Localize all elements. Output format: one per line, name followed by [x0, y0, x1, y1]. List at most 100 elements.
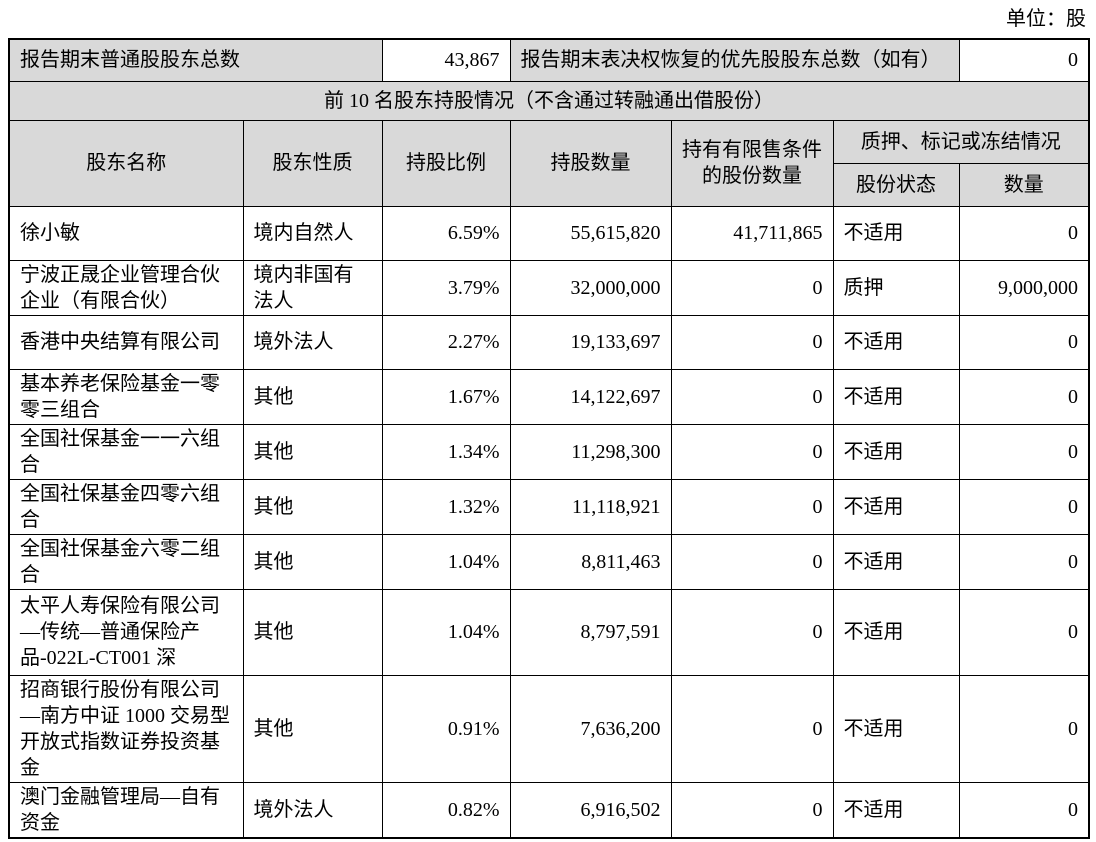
- table-row: 全国社保基金六零二组合 其他 1.04% 8,811,463 0 不适用 0: [8, 533, 1090, 590]
- cell-shares-held: 6,916,502: [509, 781, 672, 838]
- cell-holding-ratio: 0.82%: [381, 781, 511, 838]
- cell-holding-ratio: 6.59%: [381, 205, 511, 261]
- cell-holding-ratio: 1.04%: [381, 588, 511, 676]
- table-row: 基本养老保险基金一零零三组合 其他 1.67% 14,122,697 0 不适用…: [8, 368, 1090, 425]
- cell-share-status: 不适用: [832, 533, 960, 590]
- cell-shareholder-nature: 其他: [242, 368, 383, 425]
- cell-restricted-shares: 0: [670, 674, 834, 783]
- cell-shares-held: 8,797,591: [509, 588, 672, 676]
- cell-holding-ratio: 2.27%: [381, 314, 511, 370]
- unit-label: 单位：股: [1006, 8, 1086, 30]
- table-row: 香港中央结算有限公司 境外法人 2.27% 19,133,697 0 不适用 0: [8, 314, 1090, 370]
- cell-shares-held: 7,636,200: [509, 674, 672, 783]
- col-header-share-status: 股份状态: [832, 162, 960, 207]
- cell-restricted-shares: 0: [670, 588, 834, 676]
- cell-shareholder-nature: 境内自然人: [242, 205, 383, 261]
- top10-shareholders-table: 报告期末普通股股东总数 43,867 报告期末表决权恢复的优先股股东总数（如有）…: [8, 38, 1090, 839]
- cell-shareholder-name: 招商银行股份有限公司—南方中证 1000 交易型开放式指数证券投资基金: [8, 674, 244, 783]
- cell-shareholder-nature: 其他: [242, 533, 383, 590]
- table-row: 宁波正晟企业管理合伙企业（有限合伙） 境内非国有法人 3.79% 32,000,…: [8, 259, 1090, 316]
- cell-restricted-shares: 0: [670, 533, 834, 590]
- section-title: 前 10 名股东持股情况（不含通过转融通出借股份）: [8, 80, 1090, 121]
- cell-pledge-quantity: 0: [958, 674, 1090, 783]
- col-header-holding-ratio: 持股比例: [381, 119, 511, 207]
- cell-share-status: 不适用: [832, 423, 960, 480]
- cell-shareholder-name: 基本养老保险基金一零零三组合: [8, 368, 244, 425]
- cell-shareholder-name: 全国社保基金四零六组合: [8, 478, 244, 535]
- cell-share-status: 质押: [832, 259, 960, 316]
- cell-shareholder-name: 全国社保基金六零二组合: [8, 533, 244, 590]
- cell-shareholder-nature: 境外法人: [242, 781, 383, 838]
- cell-shares-held: 11,118,921: [509, 478, 672, 535]
- cell-shares-held: 32,000,000: [509, 259, 672, 316]
- cell-holding-ratio: 1.32%: [381, 478, 511, 535]
- cell-shareholder-nature: 境内非国有法人: [242, 259, 383, 316]
- col-header-pledge-quantity: 数量: [958, 162, 1090, 207]
- cell-shareholder-name: 徐小敏: [8, 205, 244, 261]
- table-row: 澳门金融管理局—自有资金 境外法人 0.82% 6,916,502 0 不适用 …: [8, 781, 1090, 838]
- cell-share-status: 不适用: [832, 314, 960, 370]
- cell-shares-held: 55,615,820: [509, 205, 672, 261]
- common-shareholders-total-value: 43,867: [381, 38, 511, 82]
- table-row: 全国社保基金四零六组合 其他 1.32% 11,118,921 0 不适用 0: [8, 478, 1090, 535]
- header-row-1: 股东名称 股东性质 持股比例 持股数量 持有有限售条件的股份数量 质押、标记或冻…: [8, 119, 1090, 207]
- col-header-shareholder-nature: 股东性质: [242, 119, 383, 207]
- col-header-shareholder-name: 股东名称: [8, 119, 244, 207]
- cell-shares-held: 14,122,697: [509, 368, 672, 425]
- cell-pledge-quantity: 0: [958, 314, 1090, 370]
- cell-share-status: 不适用: [832, 205, 960, 261]
- col-header-shares-held: 持股数量: [509, 119, 672, 207]
- cell-pledge-quantity: 0: [958, 368, 1090, 425]
- cell-shares-held: 19,133,697: [509, 314, 672, 370]
- cell-shareholder-nature: 境外法人: [242, 314, 383, 370]
- cell-restricted-shares: 41,711,865: [670, 205, 834, 261]
- cell-holding-ratio: 3.79%: [381, 259, 511, 316]
- cell-shareholder-name: 全国社保基金一一六组合: [8, 423, 244, 480]
- cell-shareholder-name: 宁波正晟企业管理合伙企业（有限合伙）: [8, 259, 244, 316]
- table-row: 招商银行股份有限公司—南方中证 1000 交易型开放式指数证券投资基金 其他 0…: [8, 674, 1090, 783]
- cell-pledge-quantity: 0: [958, 205, 1090, 261]
- cell-restricted-shares: 0: [670, 781, 834, 838]
- cell-holding-ratio: 1.04%: [381, 533, 511, 590]
- cell-pledge-quantity: 9,000,000: [958, 259, 1090, 316]
- cell-pledge-quantity: 0: [958, 588, 1090, 676]
- preferred-shareholders-total-label: 报告期末表决权恢复的优先股股东总数（如有）: [509, 38, 960, 82]
- cell-holding-ratio: 0.91%: [381, 674, 511, 783]
- cell-shareholder-nature: 其他: [242, 588, 383, 676]
- summary-row: 报告期末普通股股东总数 43,867 报告期末表决权恢复的优先股股东总数（如有）…: [8, 38, 1090, 82]
- table-row: 徐小敏 境内自然人 6.59% 55,615,820 41,711,865 不适…: [8, 205, 1090, 261]
- section-title-row: 前 10 名股东持股情况（不含通过转融通出借股份）: [8, 80, 1090, 121]
- cell-restricted-shares: 0: [670, 423, 834, 480]
- cell-shares-held: 8,811,463: [509, 533, 672, 590]
- cell-pledge-quantity: 0: [958, 781, 1090, 838]
- header-row-2: 股份状态 数量: [9, 162, 1090, 207]
- table-row: 全国社保基金一一六组合 其他 1.34% 11,298,300 0 不适用 0: [8, 423, 1090, 480]
- cell-shareholder-nature: 其他: [242, 478, 383, 535]
- cell-restricted-shares: 0: [670, 259, 834, 316]
- cell-share-status: 不适用: [832, 674, 960, 783]
- cell-shareholder-nature: 其他: [242, 674, 383, 783]
- cell-share-status: 不适用: [832, 368, 960, 425]
- col-header-pledge-group: 质押、标记或冻结情况: [832, 119, 1090, 164]
- cell-shareholder-nature: 其他: [242, 423, 383, 480]
- cell-pledge-quantity: 0: [958, 423, 1090, 480]
- cell-share-status: 不适用: [832, 588, 960, 676]
- cell-shareholder-name: 澳门金融管理局—自有资金: [8, 781, 244, 838]
- cell-shares-held: 11,298,300: [509, 423, 672, 480]
- cell-shareholder-name: 太平人寿保险有限公司—传统—普通保险产品-022L-CT001 深: [8, 588, 244, 676]
- cell-restricted-shares: 0: [670, 368, 834, 425]
- cell-holding-ratio: 1.67%: [381, 368, 511, 425]
- cell-holding-ratio: 1.34%: [381, 423, 511, 480]
- col-header-restricted-shares: 持有有限售条件的股份数量: [670, 119, 834, 207]
- cell-share-status: 不适用: [832, 781, 960, 838]
- common-shareholders-total-label: 报告期末普通股股东总数: [8, 38, 383, 82]
- cell-restricted-shares: 0: [670, 478, 834, 535]
- cell-pledge-quantity: 0: [958, 533, 1090, 590]
- cell-restricted-shares: 0: [670, 314, 834, 370]
- cell-shareholder-name: 香港中央结算有限公司: [8, 314, 244, 370]
- table-row: 太平人寿保险有限公司—传统—普通保险产品-022L-CT001 深 其他 1.0…: [8, 588, 1090, 676]
- cell-pledge-quantity: 0: [958, 478, 1090, 535]
- cell-share-status: 不适用: [832, 478, 960, 535]
- preferred-shareholders-total-value: 0: [958, 38, 1090, 82]
